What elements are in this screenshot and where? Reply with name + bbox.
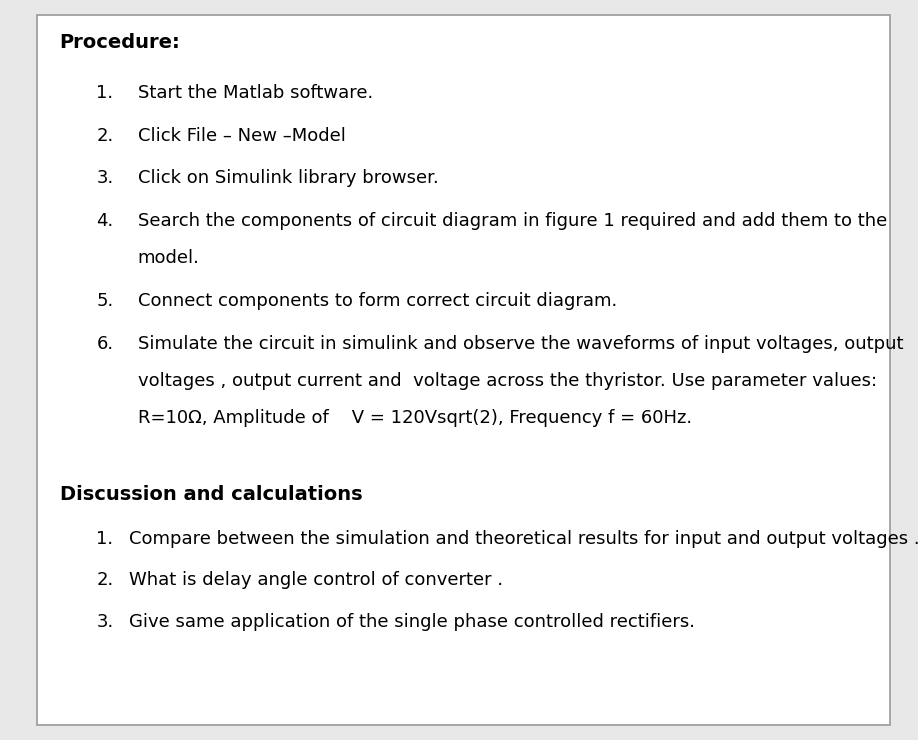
Text: Connect components to form correct circuit diagram.: Connect components to form correct circu… xyxy=(138,292,617,310)
Text: Start the Matlab software.: Start the Matlab software. xyxy=(138,84,373,101)
Text: Discussion and calculations: Discussion and calculations xyxy=(60,485,363,505)
Text: 5.: 5. xyxy=(96,292,114,310)
Text: 1.: 1. xyxy=(96,84,114,101)
Text: Procedure:: Procedure: xyxy=(60,33,181,53)
Text: Give same application of the single phase controlled rectifiers.: Give same application of the single phas… xyxy=(129,613,695,630)
Text: 3.: 3. xyxy=(96,613,114,630)
Text: 6.: 6. xyxy=(96,335,114,353)
Text: Search the components of circuit diagram in figure 1 required and add them to th: Search the components of circuit diagram… xyxy=(138,212,887,230)
Text: What is delay angle control of converter .: What is delay angle control of converter… xyxy=(129,571,503,589)
Text: model.: model. xyxy=(138,249,199,267)
Text: 4.: 4. xyxy=(96,212,114,230)
Text: Click on Simulink library browser.: Click on Simulink library browser. xyxy=(138,169,439,187)
Text: R=10Ω, Amplitude of    V = 120Vsqrt(2), Frequency f = 60Hz.: R=10Ω, Amplitude of V = 120Vsqrt(2), Fre… xyxy=(138,409,692,427)
Text: voltages , output current and  voltage across the thyristor. Use parameter value: voltages , output current and voltage ac… xyxy=(138,372,877,390)
Text: 1.: 1. xyxy=(96,530,114,548)
Text: 3.: 3. xyxy=(96,169,114,187)
FancyBboxPatch shape xyxy=(37,15,890,725)
Text: 2.: 2. xyxy=(96,127,114,144)
Text: Simulate the circuit in simulink and observe the waveforms of input voltages, ou: Simulate the circuit in simulink and obs… xyxy=(138,335,903,353)
Text: Compare between the simulation and theoretical results for input and output volt: Compare between the simulation and theor… xyxy=(129,530,918,548)
Text: 2.: 2. xyxy=(96,571,114,589)
Text: Click File – New –Model: Click File – New –Model xyxy=(138,127,345,144)
